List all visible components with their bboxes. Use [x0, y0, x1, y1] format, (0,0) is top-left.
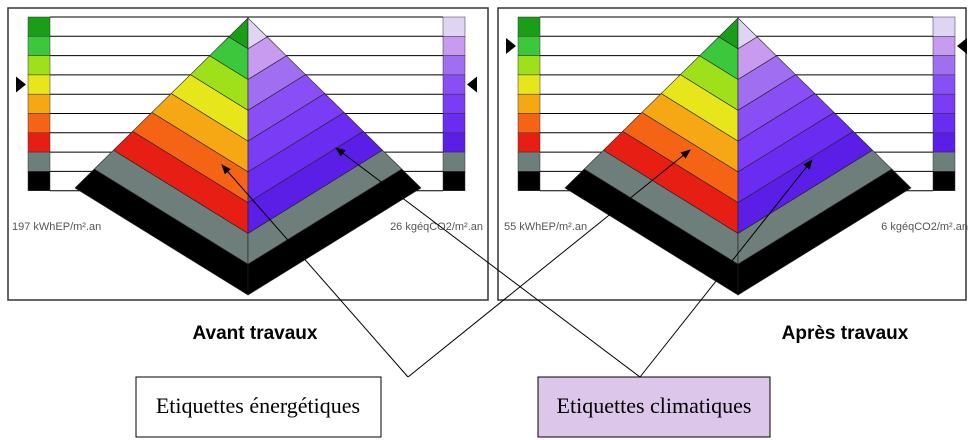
pyramids [16, 16, 967, 296]
climate-scale-cell [442, 55, 466, 76]
climate-scale-cell [932, 171, 956, 191]
energy-scale-cell [517, 132, 541, 153]
marker-left [506, 37, 516, 54]
energy-scale-cell [27, 16, 51, 37]
energy-scale-cell [27, 36, 51, 56]
climate-box [537, 376, 771, 438]
climate-scale-cell [442, 74, 466, 95]
energy-scale-cell [517, 55, 541, 76]
energy-scale-cell [27, 171, 51, 191]
pointer [639, 159, 813, 378]
energy-scale-cell [517, 171, 541, 191]
marker-right [957, 37, 967, 54]
caption: Après travaux [782, 323, 909, 344]
climate-value: 26 kgéqCO2/m².an [390, 221, 483, 233]
energy-scale-cell [27, 132, 51, 153]
marker-right [467, 76, 477, 93]
energy-box-label: Etiquettes énergétiques [156, 393, 360, 418]
climate-scale-cell [442, 113, 466, 134]
climate-scale-cell [932, 36, 956, 56]
energy-scale-cell [517, 74, 541, 95]
climate-scale-cell [442, 36, 466, 56]
climate-scale-cell [932, 113, 956, 134]
climate-box-label: Etiquettes climatiques [557, 393, 752, 418]
energy-scale-cell [517, 113, 541, 134]
climate-scale-cell [932, 93, 956, 114]
energy-scale-cell [27, 93, 51, 114]
energy-scale-cell [517, 16, 541, 37]
pointer [335, 147, 641, 378]
energy-box [135, 376, 382, 438]
climate-scale-cell [932, 16, 956, 37]
climate-scale-cell [442, 16, 466, 37]
pointer [221, 164, 409, 378]
climate-scale-cell [932, 132, 956, 153]
energy-scale-cell [517, 93, 541, 114]
climate-scale-cell [442, 151, 466, 172]
climate-scale-cell [442, 132, 466, 153]
climate-band [247, 168, 422, 296]
climate-scale-cell [442, 93, 466, 114]
energy-value: 55 kWhEP/m².an [504, 221, 587, 233]
climate-scale-cell [932, 151, 956, 172]
energy-scale-cell [27, 55, 51, 76]
climate-band [737, 168, 912, 296]
climate-scale-cell [932, 74, 956, 95]
energy-scale-cell [27, 151, 51, 172]
climate-value: 6 kgéqCO2/m².an [881, 221, 968, 233]
climate-scale-cell [442, 171, 466, 191]
energy-scale-cell [517, 151, 541, 172]
energy-value: 197 kWhEP/m².an [12, 221, 101, 233]
climate-scale-cell [932, 55, 956, 76]
energy-scale-cell [517, 36, 541, 56]
energy-scale-cell [27, 113, 51, 134]
pointer [407, 149, 691, 378]
energy-scale-cell [27, 74, 51, 95]
caption: Avant travaux [193, 323, 318, 344]
marker-left [16, 76, 26, 93]
